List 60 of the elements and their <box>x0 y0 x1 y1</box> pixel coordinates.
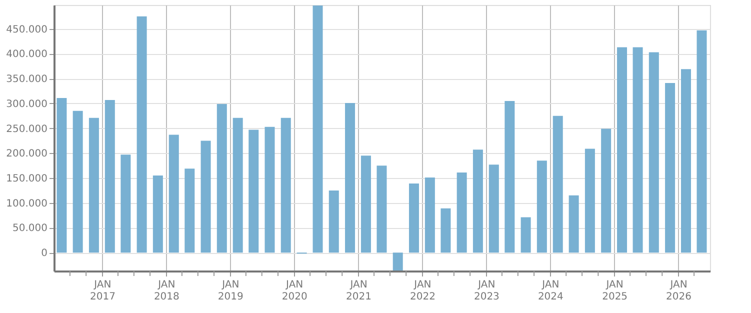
bar <box>72 110 83 253</box>
bar <box>216 104 227 253</box>
bar <box>665 83 676 253</box>
bar <box>424 178 435 253</box>
bar <box>280 118 291 253</box>
y-tick-label: 0 <box>41 248 48 260</box>
bar <box>360 156 371 253</box>
bar <box>456 172 467 253</box>
x-tick-label: JAN 2017 <box>90 280 116 302</box>
bar <box>584 148 595 253</box>
x-tick-label: JAN 2026 <box>666 280 692 302</box>
bar <box>88 118 99 253</box>
bar <box>168 134 179 253</box>
bar <box>345 102 356 253</box>
bar <box>488 164 499 253</box>
x-tick-label: JAN 2022 <box>410 280 436 302</box>
y-tick-label: 450.000 <box>6 24 48 36</box>
bar <box>328 190 339 253</box>
x-tick-label: JAN 2023 <box>474 280 500 302</box>
y-tick-label: 50.000 <box>12 223 48 234</box>
y-tick-label: 300.000 <box>6 98 48 110</box>
bar <box>200 140 211 253</box>
x-tick-label: JAN 2018 <box>154 280 180 302</box>
y-tick-label: 400.000 <box>6 49 48 60</box>
y-tick-label: 150.000 <box>6 174 48 185</box>
bar <box>568 195 579 253</box>
bar <box>552 116 563 253</box>
bar <box>472 150 483 253</box>
bar <box>408 183 419 253</box>
y-tick-label: 200.000 <box>6 148 48 160</box>
x-tick-label: JAN 2019 <box>218 280 244 302</box>
bar <box>680 69 691 253</box>
y-tick-label: 250.000 <box>6 124 48 135</box>
bar <box>601 128 612 253</box>
bar <box>152 176 163 253</box>
x-tick-label: JAN 2021 <box>346 280 372 302</box>
y-tick-label: 100.000 <box>6 198 48 210</box>
bar <box>648 52 659 253</box>
bar <box>248 130 259 253</box>
bar <box>104 100 115 253</box>
bar <box>312 5 323 253</box>
bar <box>520 217 531 253</box>
bar <box>120 154 131 253</box>
bar <box>136 16 147 253</box>
bar <box>264 126 275 253</box>
x-tick-label: JAN 2020 <box>282 280 308 302</box>
bar <box>232 118 243 253</box>
bar <box>536 160 547 253</box>
y-tick-label: 350.000 <box>6 74 48 86</box>
bar <box>392 252 403 271</box>
bar <box>617 47 628 253</box>
bar <box>376 166 387 253</box>
bar <box>696 30 707 253</box>
x-tick-label: JAN 2024 <box>538 280 564 302</box>
bar <box>184 168 195 253</box>
bar <box>632 47 643 253</box>
bar <box>440 208 451 253</box>
bar <box>56 98 67 253</box>
x-tick-label: JAN 2025 <box>602 280 628 302</box>
bar <box>504 100 515 253</box>
